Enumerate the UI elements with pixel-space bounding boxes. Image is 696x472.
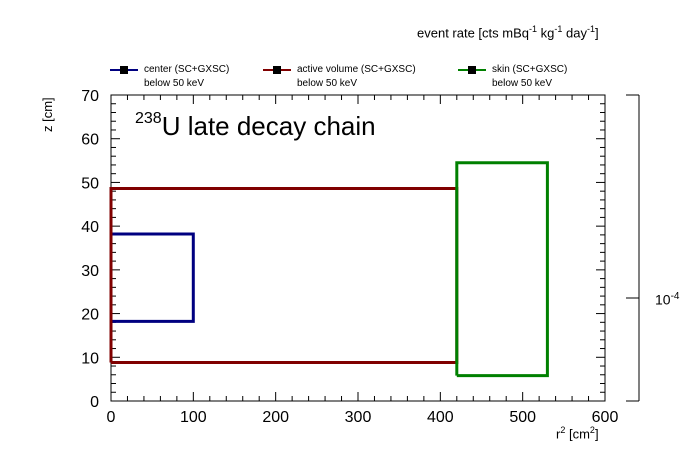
- x-tick-label: 100: [180, 409, 207, 426]
- legend-marker-center: [110, 66, 138, 74]
- legend-sublabel-center: below 50 keV: [144, 78, 205, 89]
- y-axis-label: z [cm]: [40, 97, 55, 132]
- x-tick-label: 600: [592, 409, 619, 426]
- legend-label-active-volume: active volume (SC+GXSC): [297, 64, 416, 75]
- series-skin-outline: [455, 161, 549, 378]
- legend-marker-skin: [458, 66, 486, 74]
- series-group: [109, 161, 549, 378]
- y-tick-label: 0: [90, 394, 99, 411]
- y-tick-label: 20: [81, 307, 99, 324]
- chart-annotation: 238U late decay chain: [135, 110, 376, 141]
- series-center-outline: [109, 232, 195, 323]
- axis-ticks: 0 100 200 300 400 500 600 0 10 20 30 40 50 60 70: [81, 88, 618, 426]
- color-axis-title: event rate [cts mBq-1 kg-1 day-1]: [417, 24, 599, 41]
- legend-sublabel-skin: below 50 keV: [492, 78, 553, 89]
- color-axis-tick-label: 10-4: [655, 291, 680, 308]
- y-tick-label: 30: [81, 263, 99, 280]
- y-tick-label: 60: [81, 132, 99, 149]
- y-tick-label: 50: [81, 175, 99, 192]
- series-active-volume-outline: [109, 187, 459, 364]
- y-tick-label: 40: [81, 219, 99, 236]
- color-axis: [626, 94, 640, 402]
- x-tick-label: 200: [262, 409, 289, 426]
- x-tick-label: 300: [345, 409, 372, 426]
- legend-sublabel-active-volume: below 50 keV: [297, 78, 358, 89]
- y-tick-label: 10: [81, 350, 99, 367]
- x-tick-label: 500: [509, 409, 536, 426]
- x-tick-label: 0: [107, 409, 116, 426]
- legend-label-skin: skin (SC+GXSC): [492, 64, 568, 75]
- legend-label-center: center (SC+GXSC): [144, 64, 230, 75]
- y-tick-label: 70: [81, 88, 99, 105]
- x-axis-label: r2 [cm2]: [556, 425, 599, 442]
- legend-marker-active-volume: [263, 66, 291, 74]
- x-tick-label: 400: [427, 409, 454, 426]
